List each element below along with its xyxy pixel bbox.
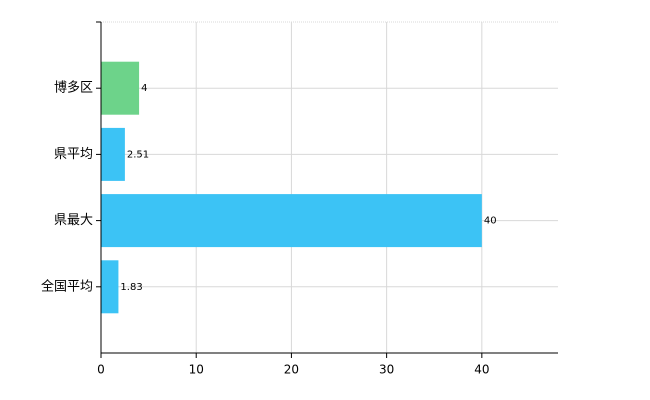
y-tick-label: 全国平均 <box>41 278 93 294</box>
bar <box>101 260 119 314</box>
value-label: 4 <box>141 83 147 94</box>
value-label: 40 <box>484 216 497 227</box>
y-tick-label: 県最大 <box>54 213 93 228</box>
x-tick-label: 0 <box>97 363 105 377</box>
bar <box>101 194 482 248</box>
value-label: 2.51 <box>127 149 149 160</box>
x-tick-label: 10 <box>189 363 204 377</box>
y-tick-label: 県平均 <box>54 147 93 162</box>
bar <box>101 127 125 181</box>
bar <box>101 61 140 115</box>
y-tick-label: 博多区 <box>54 80 93 96</box>
value-label: 1.83 <box>120 282 142 293</box>
x-tick-label: 30 <box>379 363 394 377</box>
x-tick-label: 40 <box>474 363 489 377</box>
x-tick-label: 20 <box>284 363 299 377</box>
